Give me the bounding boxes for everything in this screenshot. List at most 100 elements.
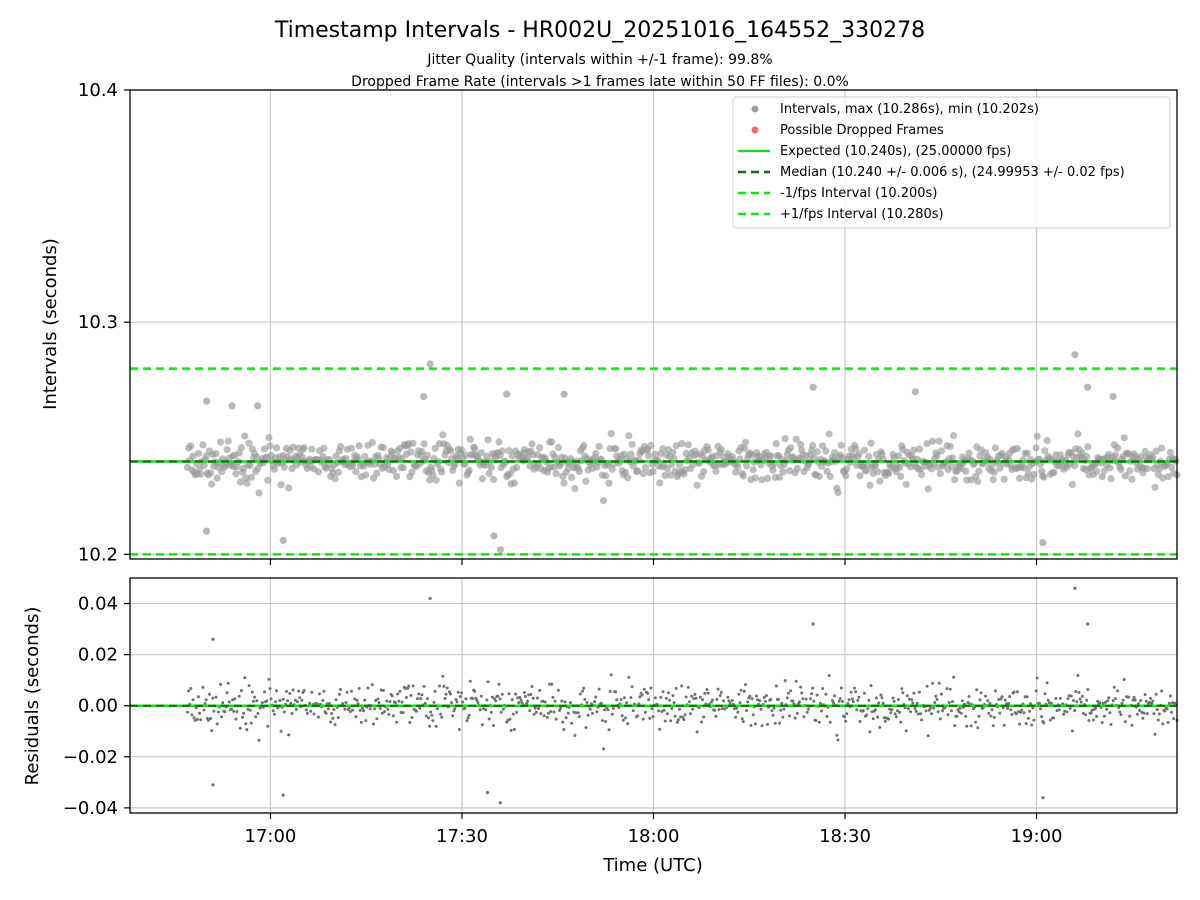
residual-point <box>728 701 732 705</box>
interval-point <box>1032 444 1040 452</box>
residual-point <box>676 718 680 722</box>
interval-point <box>582 477 590 485</box>
residual-point <box>802 715 806 719</box>
interval-point <box>896 463 904 471</box>
residual-point <box>197 695 200 699</box>
interval-point <box>1020 464 1028 472</box>
residual-point <box>363 698 367 702</box>
residual-point <box>517 701 521 705</box>
residual-point <box>698 695 702 699</box>
residual-point <box>341 702 345 705</box>
residual-point <box>1045 681 1049 685</box>
residual-point <box>861 709 865 713</box>
residual-point <box>537 707 541 710</box>
residual-point <box>511 712 515 716</box>
residual-point <box>373 707 377 711</box>
residual-point <box>208 692 211 696</box>
residual-point <box>298 696 302 700</box>
residual-point <box>289 701 293 705</box>
residual-point <box>209 717 213 720</box>
intervals-y-axis-label: Intervals (seconds) <box>40 238 61 410</box>
residual-point <box>199 718 203 722</box>
residual-point <box>624 716 627 720</box>
residual-point <box>812 699 816 703</box>
interval-point <box>389 467 397 475</box>
residual-point <box>583 697 587 701</box>
interval-point <box>989 476 997 484</box>
jitter-quality-subtitle: Jitter Quality (intervals within +/-1 fr… <box>426 52 772 68</box>
residual-point <box>1123 720 1127 724</box>
interval-point <box>246 462 254 470</box>
residual-point <box>1050 701 1053 705</box>
residual-point <box>1098 701 1102 705</box>
residual-point <box>475 698 479 702</box>
residuals-y-ticks: −0.04 −0.02 0.00 0.02 0.04 <box>63 594 130 819</box>
residual-point <box>268 687 272 691</box>
residual-point <box>573 734 577 737</box>
residual-point <box>574 711 578 715</box>
residual-point-outlier <box>498 801 502 805</box>
interval-point <box>270 465 278 473</box>
residual-point <box>1094 706 1097 710</box>
residual-point <box>649 686 653 690</box>
interval-point <box>769 466 777 474</box>
residual-point <box>919 712 922 716</box>
residual-point <box>772 706 776 710</box>
residual-point <box>237 694 241 698</box>
interval-point <box>571 485 579 493</box>
residual-point <box>621 718 625 722</box>
residual-point <box>1012 690 1016 694</box>
residual-point <box>473 689 477 693</box>
residual-point <box>727 699 731 703</box>
residual-point <box>260 701 264 705</box>
reference-lines <box>130 367 1177 556</box>
residual-point <box>408 720 412 724</box>
interval-point <box>1100 467 1108 475</box>
interval-point <box>785 467 794 475</box>
residual-point <box>786 691 790 695</box>
residual-point <box>892 699 896 703</box>
residual-point <box>799 685 803 689</box>
interval-point <box>1074 430 1082 438</box>
residual-point <box>476 701 480 705</box>
residual-point-outlier <box>1086 622 1090 626</box>
residual-point <box>682 718 686 722</box>
residual-point <box>899 720 903 724</box>
interval-point <box>399 464 407 472</box>
interval-point-outlier <box>1071 351 1079 359</box>
interval-point <box>1107 475 1115 483</box>
residual-point <box>663 719 667 723</box>
residual-point <box>625 701 629 705</box>
residual-point <box>716 687 720 691</box>
interval-point <box>842 472 850 480</box>
interval-point <box>915 445 924 453</box>
residual-point <box>1065 710 1069 714</box>
interval-point <box>624 474 632 482</box>
interval-point <box>253 453 261 461</box>
residual-point <box>300 698 304 702</box>
residual-point <box>542 714 546 718</box>
residual-point <box>905 694 909 698</box>
residual-point <box>444 692 448 696</box>
residual-point <box>559 706 563 710</box>
interval-point <box>822 447 830 455</box>
residual-point <box>308 701 312 705</box>
residual-point <box>465 719 469 723</box>
residual-point <box>381 688 385 692</box>
residual-point <box>610 712 614 716</box>
legend-marker-intervals <box>751 105 759 113</box>
residual-point <box>832 701 836 705</box>
residual-point <box>288 692 292 695</box>
residual-point <box>734 715 738 719</box>
interval-point <box>1016 474 1024 482</box>
residual-point <box>250 690 254 694</box>
residual-point <box>398 689 402 693</box>
residual-point <box>898 710 902 714</box>
interval-point <box>779 468 787 476</box>
residual-point <box>442 684 446 688</box>
interval-point <box>1166 448 1174 457</box>
interval-point <box>1033 432 1041 440</box>
interval-point <box>1128 475 1136 483</box>
x-tick-label: 18:00 <box>628 826 680 847</box>
residual-point <box>551 696 555 699</box>
